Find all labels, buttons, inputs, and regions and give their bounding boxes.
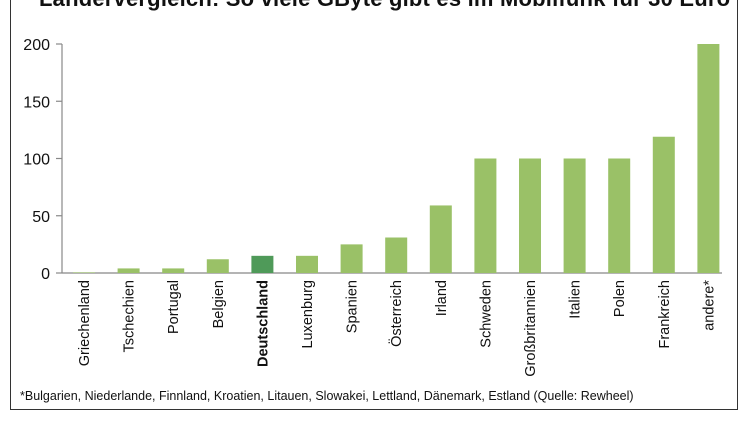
bar-4	[206, 259, 229, 273]
bar-9	[429, 205, 452, 273]
bar-5	[251, 255, 274, 273]
category-label: andere*	[701, 280, 717, 331]
chart-frame: Ländervergleich: So viele GByte gibt es …	[10, 0, 738, 410]
bar-12	[563, 158, 586, 273]
bar-10	[474, 158, 497, 273]
y-tick-label: 100	[23, 152, 50, 169]
category-label: Deutschland	[255, 280, 271, 367]
y-tick-label: 50	[32, 209, 50, 226]
category-label: Belgien	[211, 280, 227, 328]
category-labels: Griechenland Tschechien Portugal Belgien Deu…	[77, 280, 717, 377]
category-label: Tschechien	[122, 280, 138, 353]
category-label: Großbritannien	[523, 280, 539, 377]
category-label: Luxenburg	[300, 280, 316, 349]
category-label: Schweden	[478, 280, 494, 348]
bars	[73, 44, 720, 273]
bar-7	[340, 244, 363, 273]
bar-1	[73, 272, 95, 273]
bar-13	[608, 158, 631, 273]
category-label: Polen	[612, 280, 628, 317]
category-label: Portugal	[166, 280, 182, 334]
bar-15	[697, 44, 720, 273]
category-label: Frankreich	[657, 280, 673, 349]
bar-3	[162, 268, 185, 273]
category-label: Spanien	[345, 280, 361, 333]
footnote: *Bulgarien, Niederlande, Finnland, Kroat…	[20, 389, 634, 403]
bar-2	[117, 268, 140, 273]
y-tick-label: 150	[23, 94, 50, 111]
bar-6	[296, 255, 318, 273]
y-tick-label: 0	[41, 266, 50, 283]
category-label: Österreich	[387, 280, 405, 347]
y-tick-label: 200	[23, 37, 50, 54]
category-label: Irland	[434, 280, 450, 316]
category-label: Italien	[568, 280, 584, 319]
bar-8	[385, 237, 408, 273]
category-label: Griechenland	[77, 280, 93, 366]
bar-11	[519, 158, 541, 273]
chart-title: Ländervergleich: So viele GByte gibt es …	[39, 0, 730, 12]
bar-14	[652, 136, 675, 273]
